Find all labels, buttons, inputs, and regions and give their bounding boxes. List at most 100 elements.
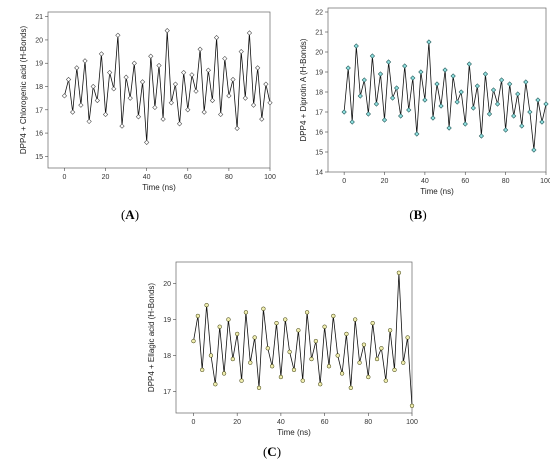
data-point — [344, 331, 349, 337]
y-tick-label: 15 — [315, 150, 323, 157]
data-point — [131, 60, 137, 66]
data-point — [478, 133, 484, 139]
data-point — [309, 356, 314, 362]
data-point — [135, 114, 142, 120]
data-point — [248, 360, 253, 365]
data-point — [86, 118, 92, 125]
y-tick-label: 14 — [315, 170, 323, 177]
data-point — [494, 101, 501, 107]
data-point — [414, 131, 420, 137]
data-point — [291, 367, 297, 373]
data-point — [511, 113, 517, 119]
x-tick-label: 0 — [192, 419, 196, 426]
data-point — [90, 83, 96, 90]
data-point — [278, 374, 284, 380]
data-point — [348, 385, 353, 390]
y-tick-label: 19 — [163, 317, 171, 324]
data-point — [370, 320, 375, 326]
y-axis-title: DPP4 + Ellagic acid (H-Bonds) — [147, 283, 156, 392]
data-point — [255, 65, 261, 71]
data-point — [222, 55, 228, 62]
data-point — [213, 382, 218, 387]
data-point — [353, 43, 359, 49]
data-point — [410, 75, 416, 81]
panel-label: (B) — [409, 207, 426, 222]
data-point — [115, 32, 121, 38]
data-point — [200, 367, 205, 373]
panel-a: 0 20 40 60 80 100 15 16 17 18 19 20 21 Time (ns) DPP4 … — [19, 11, 276, 222]
y-tick-label: 18 — [315, 90, 323, 97]
data-point — [238, 48, 244, 55]
data-point — [74, 65, 80, 71]
data-point — [531, 147, 537, 153]
x-tick-label: 20 — [381, 178, 389, 185]
data-point — [119, 123, 125, 129]
data-point — [78, 102, 84, 108]
panel-label-close: ) — [277, 444, 281, 459]
data-point — [322, 324, 327, 329]
y-tick-label: 15 — [35, 154, 43, 161]
x-tick-label: 40 — [277, 419, 285, 426]
data-point — [208, 353, 214, 358]
data-point — [313, 338, 319, 344]
data-point — [458, 89, 464, 95]
data-point — [94, 97, 100, 104]
panel-label-open: ( — [409, 207, 413, 222]
data-point — [201, 109, 207, 115]
data-point — [535, 97, 541, 103]
data-point — [204, 302, 209, 308]
x-axis-title: Time (ns) — [420, 187, 454, 196]
data-point — [259, 116, 265, 122]
data-point — [381, 117, 388, 123]
x-tick-label: 20 — [233, 419, 241, 426]
data-point — [246, 30, 253, 36]
data-point — [390, 95, 396, 101]
data-point — [527, 109, 533, 115]
panel-c: 0 20 40 60 80 100 17 18 19 20 Time (ns) DPP4 + Ella… — [147, 261, 418, 459]
y-tick-label: 19 — [315, 70, 323, 77]
data-point — [226, 93, 232, 99]
x-tick-label: 100 — [540, 178, 550, 185]
data-point — [274, 320, 279, 326]
y-tick-label: 18 — [163, 353, 171, 360]
data-point — [217, 324, 222, 329]
x-tick-label: 20 — [102, 174, 110, 181]
data-point — [462, 121, 468, 127]
data-point — [523, 79, 529, 85]
x-tick-label: 80 — [225, 174, 233, 181]
data-point — [361, 342, 367, 347]
data-point — [256, 385, 262, 390]
data-point — [374, 356, 380, 362]
data-point — [230, 76, 236, 83]
data-point — [409, 403, 415, 408]
data-point — [191, 338, 196, 344]
data-point — [482, 71, 489, 77]
data-point — [396, 270, 402, 275]
data-point — [243, 310, 249, 315]
y-tick-label: 20 — [163, 281, 171, 288]
x-axis-title: Time (ns) — [142, 183, 176, 192]
x-tick-label: 60 — [321, 419, 329, 426]
data-point — [339, 371, 345, 376]
data-point — [331, 313, 336, 319]
data-point — [193, 88, 199, 94]
data-point — [387, 328, 393, 333]
y-axis-title: DPP4 + Chlorogenic acid (H-Bonds) — [19, 26, 28, 155]
panel-b: 0 20 40 60 80 100 14 15 16 17 18 19 20 21 22 Time (ns) D… — [299, 7, 550, 222]
data-point — [438, 103, 444, 109]
data-point — [221, 371, 227, 376]
x-tick-label: 80 — [502, 178, 510, 185]
data-point — [406, 107, 412, 113]
x-tick-label: 60 — [184, 174, 192, 181]
y-tick-label: 21 — [35, 14, 43, 21]
y-tick-label: 20 — [35, 37, 43, 44]
panel-label-letter: B — [414, 207, 423, 222]
data-point — [98, 51, 105, 57]
data-point — [304, 310, 310, 315]
data-point — [205, 67, 211, 73]
data-point — [61, 93, 68, 99]
x-tick-label: 40 — [421, 178, 429, 185]
data-point — [296, 328, 301, 333]
panel-label-open: ( — [263, 444, 267, 459]
data-point — [164, 28, 170, 34]
